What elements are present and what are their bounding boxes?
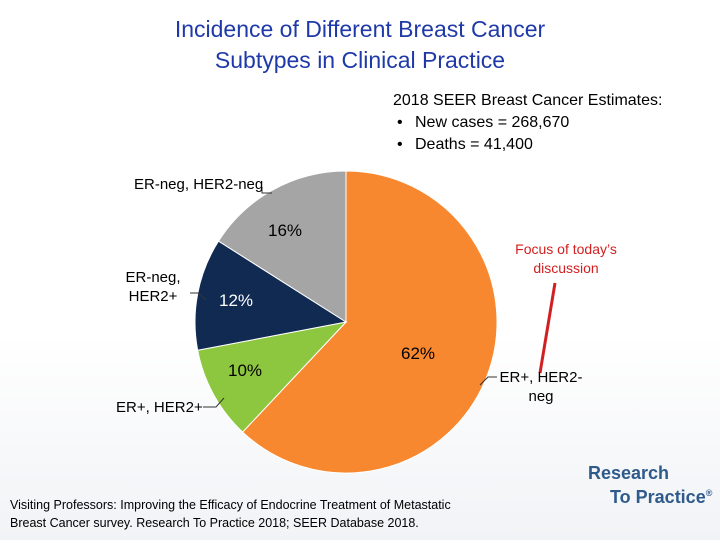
seer-list: New cases = 268,670 Deaths = 41,400	[393, 112, 662, 156]
leader-line-er-neg-her2-pos	[190, 292, 207, 301]
data-label-10: 10%	[228, 361, 263, 380]
pie-slice-er-her2-neg	[241, 170, 498, 474]
title-line-2: Subtypes in Clinical Practice	[214, 47, 506, 73]
logo-line-1: Research	[588, 463, 670, 483]
label-er-neg-her2-pos-line-1: ER-neg,	[125, 269, 181, 286]
label-er-pos-her2-neg-line-2: neg	[528, 388, 554, 405]
pie-slice-er-neg-her2	[194, 240, 348, 351]
label-er-neg-her2-neg: ER-neg, HER2-neg	[134, 176, 264, 193]
page-title: Incidence of Different Breast Cancer Sub…	[0, 14, 720, 76]
source-line-2: Breast Cancer survey. Research To Practi…	[10, 516, 419, 530]
label-er-pos-her2-pos: ER+, HER2+	[116, 399, 203, 416]
seer-item-deaths: Deaths = 41,400	[397, 134, 662, 156]
focus-annotation: Focus of today’s discussion	[486, 240, 646, 278]
seer-heading: 2018 SEER Breast Cancer Estimates:	[393, 92, 663, 109]
pie-slice-er-neg-her2-neg	[217, 170, 347, 323]
data-label-12: 12%	[219, 291, 254, 310]
pie-slices	[194, 170, 498, 474]
label-er-pos-her2-neg-line-1: ER+, HER2-	[499, 369, 583, 386]
leader-line-er-neg-her2-neg	[261, 187, 272, 194]
pie-slice-er-her2	[197, 321, 348, 433]
label-er-pos-her2-neg: ER+, HER2- neg	[496, 368, 586, 406]
logo-line-2: To Practice®	[588, 483, 712, 507]
focus-annotation-line-1: Focus of today’s	[515, 241, 617, 257]
source-line-1: Visiting Professors: Improving the Effic…	[10, 498, 451, 512]
seer-estimates: 2018 SEER Breast Cancer Estimates: New c…	[393, 90, 662, 156]
seer-item-new-cases: New cases = 268,670	[397, 112, 662, 134]
logo-line-2-text: To Practice	[610, 487, 706, 507]
data-label-62: 62%	[401, 344, 436, 363]
label-er-neg-her2-pos: ER-neg, HER2+	[118, 268, 188, 306]
label-er-neg-her2-pos-line-2: HER2+	[128, 288, 178, 305]
research-to-practice-logo: Research To Practice®	[588, 463, 712, 507]
source-citation: Visiting Professors: Improving the Effic…	[10, 496, 530, 532]
logo-registered-mark: ®	[705, 488, 713, 498]
title-line-1: Incidence of Different Breast Cancer	[174, 16, 546, 42]
focus-annotation-line-2: discussion	[533, 260, 599, 276]
leader-line-er-pos-her2-neg	[479, 376, 497, 386]
focus-pointer-line	[538, 282, 557, 374]
data-label-16: 16%	[268, 221, 303, 240]
leader-line-er-pos-her2-pos	[203, 397, 225, 408]
